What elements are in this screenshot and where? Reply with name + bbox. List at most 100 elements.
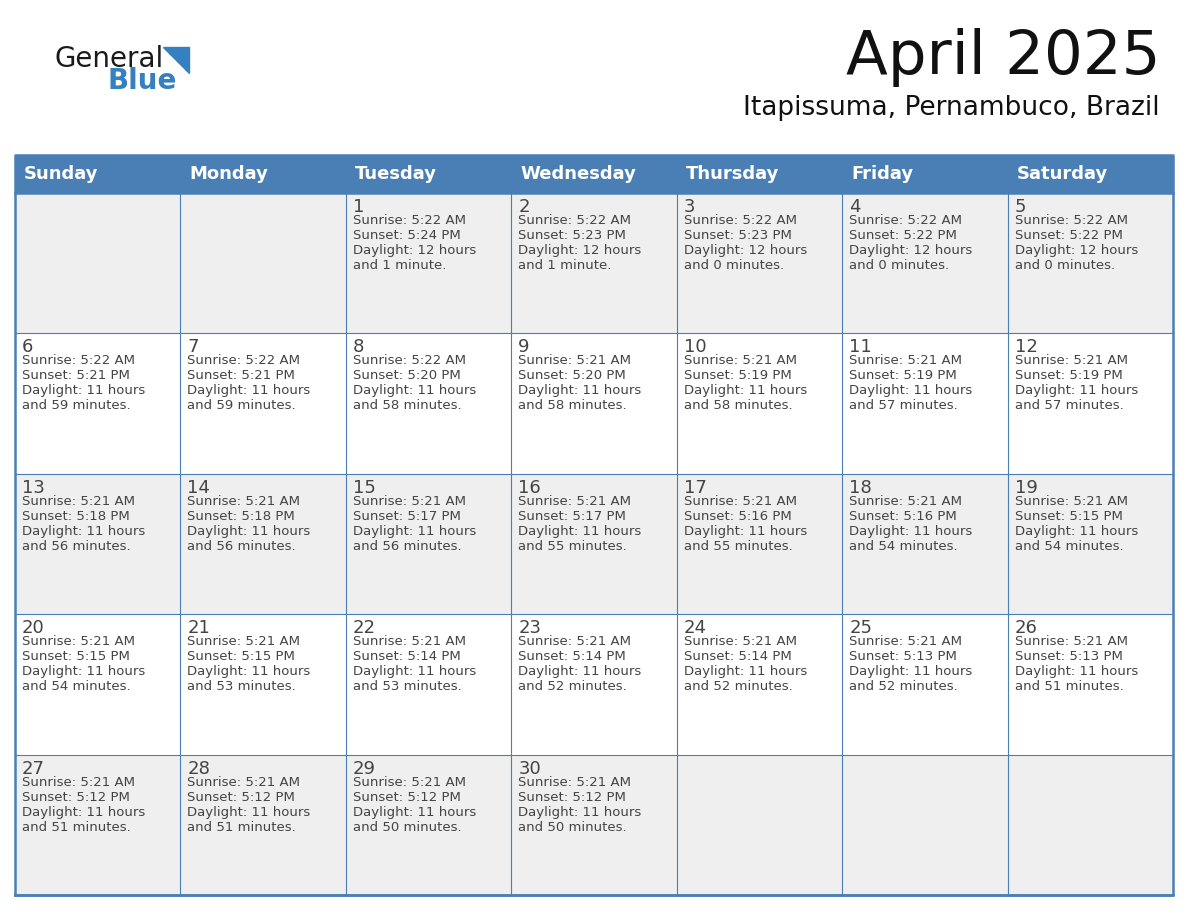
Text: Sunset: 5:16 PM: Sunset: 5:16 PM xyxy=(849,509,956,522)
Text: Daylight: 11 hours: Daylight: 11 hours xyxy=(684,385,807,397)
Text: Itapissuma, Pernambuco, Brazil: Itapissuma, Pernambuco, Brazil xyxy=(744,95,1159,121)
Text: and 55 minutes.: and 55 minutes. xyxy=(518,540,627,553)
Bar xyxy=(1007,333,1173,474)
Text: 2: 2 xyxy=(518,198,530,216)
Text: Tuesday: Tuesday xyxy=(355,165,437,183)
Text: Sunset: 5:17 PM: Sunset: 5:17 PM xyxy=(353,509,461,522)
Bar xyxy=(346,474,511,614)
Text: and 54 minutes.: and 54 minutes. xyxy=(1015,540,1123,553)
Bar xyxy=(1007,474,1173,614)
Text: Thursday: Thursday xyxy=(685,165,779,183)
Text: and 1 minute.: and 1 minute. xyxy=(518,259,612,272)
Text: 17: 17 xyxy=(684,479,707,497)
Text: Sunset: 5:14 PM: Sunset: 5:14 PM xyxy=(684,650,791,663)
Text: 8: 8 xyxy=(353,339,365,356)
Text: and 50 minutes.: and 50 minutes. xyxy=(518,821,627,834)
Text: Sunset: 5:21 PM: Sunset: 5:21 PM xyxy=(188,369,296,383)
Text: 29: 29 xyxy=(353,759,375,778)
Text: Sunrise: 5:22 AM: Sunrise: 5:22 AM xyxy=(849,214,962,227)
Text: 18: 18 xyxy=(849,479,872,497)
Text: Friday: Friday xyxy=(851,165,914,183)
Text: Sunrise: 5:21 AM: Sunrise: 5:21 AM xyxy=(188,776,301,789)
Text: Sunset: 5:18 PM: Sunset: 5:18 PM xyxy=(188,509,295,522)
Text: 11: 11 xyxy=(849,339,872,356)
Bar xyxy=(677,614,842,755)
Text: Sunrise: 5:21 AM: Sunrise: 5:21 AM xyxy=(518,776,631,789)
Text: and 59 minutes.: and 59 minutes. xyxy=(188,399,296,412)
Text: 14: 14 xyxy=(188,479,210,497)
Bar xyxy=(842,333,1007,474)
Text: 24: 24 xyxy=(684,620,707,637)
Text: Sunset: 5:12 PM: Sunset: 5:12 PM xyxy=(518,790,626,803)
Text: 10: 10 xyxy=(684,339,707,356)
Text: Daylight: 11 hours: Daylight: 11 hours xyxy=(353,525,476,538)
Text: and 57 minutes.: and 57 minutes. xyxy=(849,399,958,412)
Text: and 0 minutes.: and 0 minutes. xyxy=(1015,259,1114,272)
Text: 15: 15 xyxy=(353,479,375,497)
Text: 9: 9 xyxy=(518,339,530,356)
Text: Sunrise: 5:22 AM: Sunrise: 5:22 AM xyxy=(684,214,797,227)
Text: 28: 28 xyxy=(188,759,210,778)
Bar xyxy=(346,614,511,755)
Text: Daylight: 11 hours: Daylight: 11 hours xyxy=(23,385,145,397)
Text: Sunrise: 5:21 AM: Sunrise: 5:21 AM xyxy=(23,495,135,508)
Text: 19: 19 xyxy=(1015,479,1037,497)
Text: and 58 minutes.: and 58 minutes. xyxy=(518,399,627,412)
Text: Monday: Monday xyxy=(189,165,268,183)
Text: 21: 21 xyxy=(188,620,210,637)
Text: Sunset: 5:14 PM: Sunset: 5:14 PM xyxy=(518,650,626,663)
Text: and 59 minutes.: and 59 minutes. xyxy=(23,399,131,412)
Text: Daylight: 11 hours: Daylight: 11 hours xyxy=(1015,666,1138,678)
Bar xyxy=(181,193,346,333)
Text: Sunrise: 5:21 AM: Sunrise: 5:21 AM xyxy=(849,635,962,648)
Text: Sunrise: 5:22 AM: Sunrise: 5:22 AM xyxy=(1015,214,1127,227)
Text: 4: 4 xyxy=(849,198,860,216)
Text: Sunrise: 5:21 AM: Sunrise: 5:21 AM xyxy=(23,776,135,789)
Text: General: General xyxy=(55,45,164,73)
Text: 1: 1 xyxy=(353,198,365,216)
Text: Wednesday: Wednesday xyxy=(520,165,636,183)
Text: Sunrise: 5:21 AM: Sunrise: 5:21 AM xyxy=(518,354,631,367)
Text: Sunrise: 5:22 AM: Sunrise: 5:22 AM xyxy=(23,354,135,367)
Text: Daylight: 11 hours: Daylight: 11 hours xyxy=(23,525,145,538)
Text: Sunrise: 5:21 AM: Sunrise: 5:21 AM xyxy=(684,495,797,508)
Bar xyxy=(677,474,842,614)
Text: Daylight: 11 hours: Daylight: 11 hours xyxy=(518,525,642,538)
Text: Sunrise: 5:21 AM: Sunrise: 5:21 AM xyxy=(353,776,466,789)
Bar xyxy=(842,614,1007,755)
Bar xyxy=(511,755,677,895)
Text: and 57 minutes.: and 57 minutes. xyxy=(1015,399,1124,412)
Text: Sunrise: 5:21 AM: Sunrise: 5:21 AM xyxy=(23,635,135,648)
Text: Sunset: 5:22 PM: Sunset: 5:22 PM xyxy=(1015,229,1123,242)
Text: Sunrise: 5:21 AM: Sunrise: 5:21 AM xyxy=(1015,354,1127,367)
Text: 13: 13 xyxy=(23,479,45,497)
Text: Sunrise: 5:22 AM: Sunrise: 5:22 AM xyxy=(353,354,466,367)
Text: and 1 minute.: and 1 minute. xyxy=(353,259,447,272)
Text: Daylight: 11 hours: Daylight: 11 hours xyxy=(188,806,311,819)
Bar xyxy=(346,755,511,895)
Text: Blue: Blue xyxy=(107,67,176,95)
Text: Sunrise: 5:21 AM: Sunrise: 5:21 AM xyxy=(684,354,797,367)
Bar xyxy=(181,474,346,614)
Text: Sunset: 5:18 PM: Sunset: 5:18 PM xyxy=(23,509,129,522)
Text: and 51 minutes.: and 51 minutes. xyxy=(23,821,131,834)
Text: Daylight: 11 hours: Daylight: 11 hours xyxy=(188,525,311,538)
Text: Sunrise: 5:21 AM: Sunrise: 5:21 AM xyxy=(849,495,962,508)
Text: Daylight: 12 hours: Daylight: 12 hours xyxy=(849,244,973,257)
Bar xyxy=(511,333,677,474)
Text: Sunset: 5:15 PM: Sunset: 5:15 PM xyxy=(188,650,296,663)
Bar xyxy=(677,193,842,333)
Text: Daylight: 11 hours: Daylight: 11 hours xyxy=(684,525,807,538)
Text: Sunrise: 5:21 AM: Sunrise: 5:21 AM xyxy=(518,495,631,508)
Text: and 50 minutes.: and 50 minutes. xyxy=(353,821,461,834)
Polygon shape xyxy=(163,47,189,73)
Text: and 58 minutes.: and 58 minutes. xyxy=(353,399,461,412)
Text: Sunrise: 5:22 AM: Sunrise: 5:22 AM xyxy=(353,214,466,227)
Text: and 56 minutes.: and 56 minutes. xyxy=(23,540,131,553)
Text: Daylight: 11 hours: Daylight: 11 hours xyxy=(23,666,145,678)
Bar xyxy=(511,474,677,614)
Text: Sunrise: 5:22 AM: Sunrise: 5:22 AM xyxy=(188,354,301,367)
Text: 3: 3 xyxy=(684,198,695,216)
Text: and 51 minutes.: and 51 minutes. xyxy=(188,821,296,834)
Text: Sunrise: 5:21 AM: Sunrise: 5:21 AM xyxy=(518,635,631,648)
